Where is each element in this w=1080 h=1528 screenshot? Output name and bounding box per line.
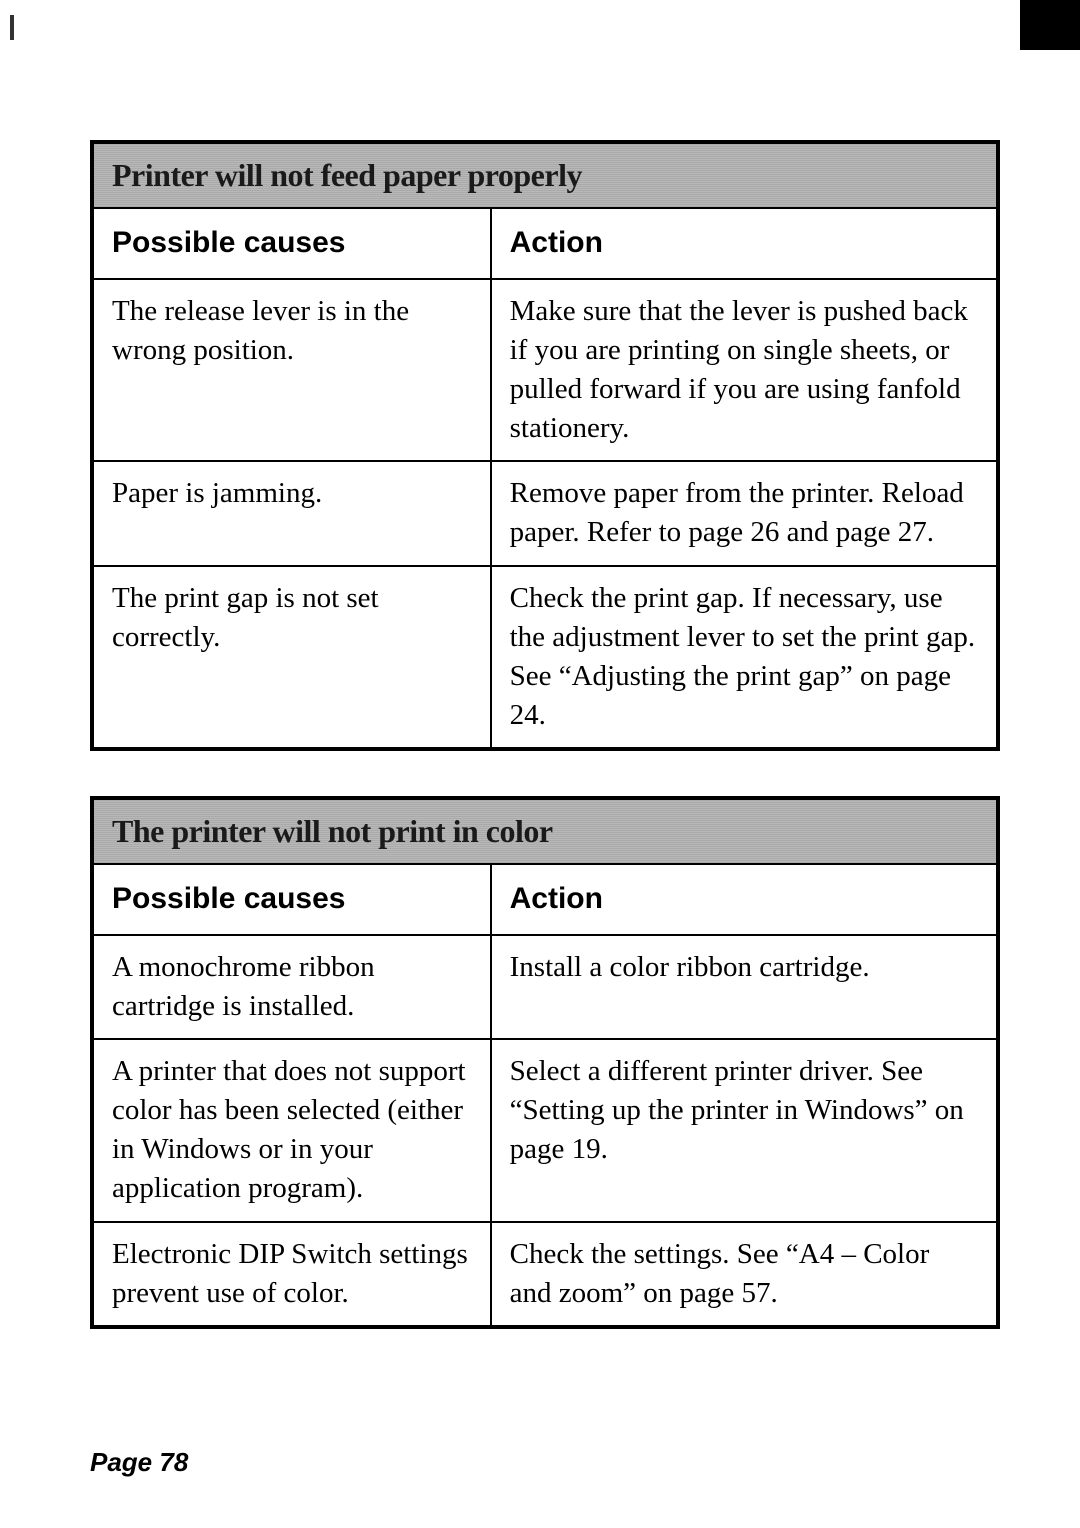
cell-action: Check the print gap. If necessary, use t… xyxy=(491,566,998,750)
col-header-cause: Possible causes xyxy=(92,864,491,935)
cell-cause: A printer that does not support color ha… xyxy=(92,1039,491,1222)
col-header-action: Action xyxy=(491,208,998,279)
cell-cause: Paper is jamming. xyxy=(92,461,491,565)
table-row: The release lever is in the wrong positi… xyxy=(92,279,998,462)
cell-cause: The release lever is in the wrong positi… xyxy=(92,279,491,462)
table-row: The print gap is not set correctly. Chec… xyxy=(92,566,998,750)
table-row: Paper is jamming. Remove paper from the … xyxy=(92,461,998,565)
table-header-row: Possible causes Action xyxy=(92,864,998,935)
table-title-row: The printer will not print in color xyxy=(92,798,998,864)
table-title: Printer will not feed paper properly xyxy=(92,142,998,208)
cell-cause: A monochrome ribbon cartridge is install… xyxy=(92,935,491,1039)
table-header-row: Possible causes Action xyxy=(92,208,998,279)
cell-action: Make sure that the lever is pushed back … xyxy=(491,279,998,462)
cell-cause: The print gap is not set correctly. xyxy=(92,566,491,750)
col-header-action: Action xyxy=(491,864,998,935)
table-row: A monochrome ribbon cartridge is install… xyxy=(92,935,998,1039)
table-row: Electronic DIP Switch settings prevent u… xyxy=(92,1222,998,1327)
cell-action: Select a different printer driver. See “… xyxy=(491,1039,998,1222)
table-row: A printer that does not support color ha… xyxy=(92,1039,998,1222)
table-title: The printer will not print in color xyxy=(92,798,998,864)
troubleshoot-table-color: The printer will not print in color Poss… xyxy=(90,796,1000,1329)
page-number: Page 78 xyxy=(90,1447,188,1478)
corner-tab-mark xyxy=(1020,0,1080,50)
cell-action: Remove paper from the printer. Reload pa… xyxy=(491,461,998,565)
cell-action: Check the settings. See “A4 – Color and … xyxy=(491,1222,998,1327)
punch-hole-mark xyxy=(10,15,14,40)
col-header-cause: Possible causes xyxy=(92,208,491,279)
troubleshoot-table-feed: Printer will not feed paper properly Pos… xyxy=(90,140,1000,751)
cell-action: Install a color ribbon cartridge. xyxy=(491,935,998,1039)
table-title-row: Printer will not feed paper properly xyxy=(92,142,998,208)
cell-cause: Electronic DIP Switch settings prevent u… xyxy=(92,1222,491,1327)
